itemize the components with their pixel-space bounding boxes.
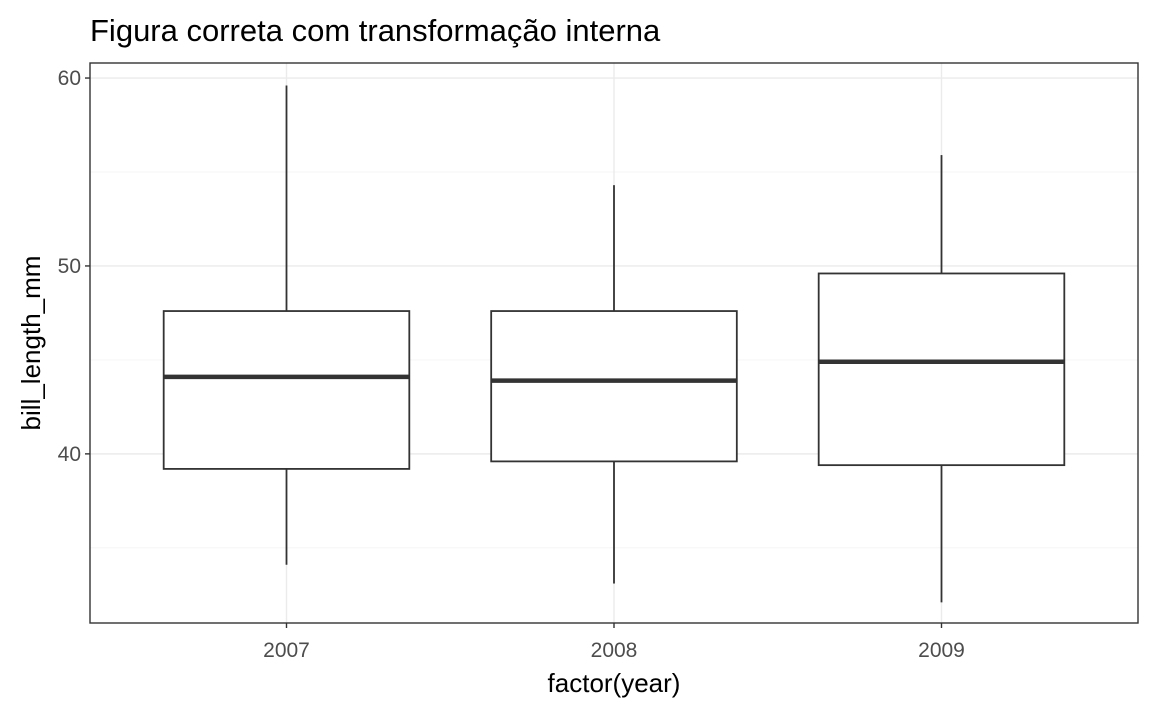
y-tick-label: 50 — [58, 255, 81, 278]
x-axis-title: factor(year) — [548, 668, 681, 698]
boxplot-2009 — [817, 155, 1066, 603]
boxplot-2007 — [162, 85, 411, 565]
x-tick-label: 2008 — [591, 639, 638, 662]
boxplots — [162, 85, 1066, 603]
chart-title: Figura correta com transformação interna — [90, 13, 661, 48]
y-axis-title: bill_length_mm — [16, 256, 46, 431]
x-tick-label: 2007 — [263, 639, 310, 662]
x-tick-label: 2009 — [918, 639, 965, 662]
iqr-box — [817, 272, 1066, 467]
axis-ticks: 40 50 60 2007 2008 2009 — [58, 67, 965, 662]
boxplot-2008 — [490, 185, 738, 584]
y-tick-label: 40 — [58, 443, 81, 466]
iqr-box — [162, 310, 411, 470]
iqr-box — [490, 310, 738, 463]
y-tick-label: 60 — [58, 67, 81, 90]
